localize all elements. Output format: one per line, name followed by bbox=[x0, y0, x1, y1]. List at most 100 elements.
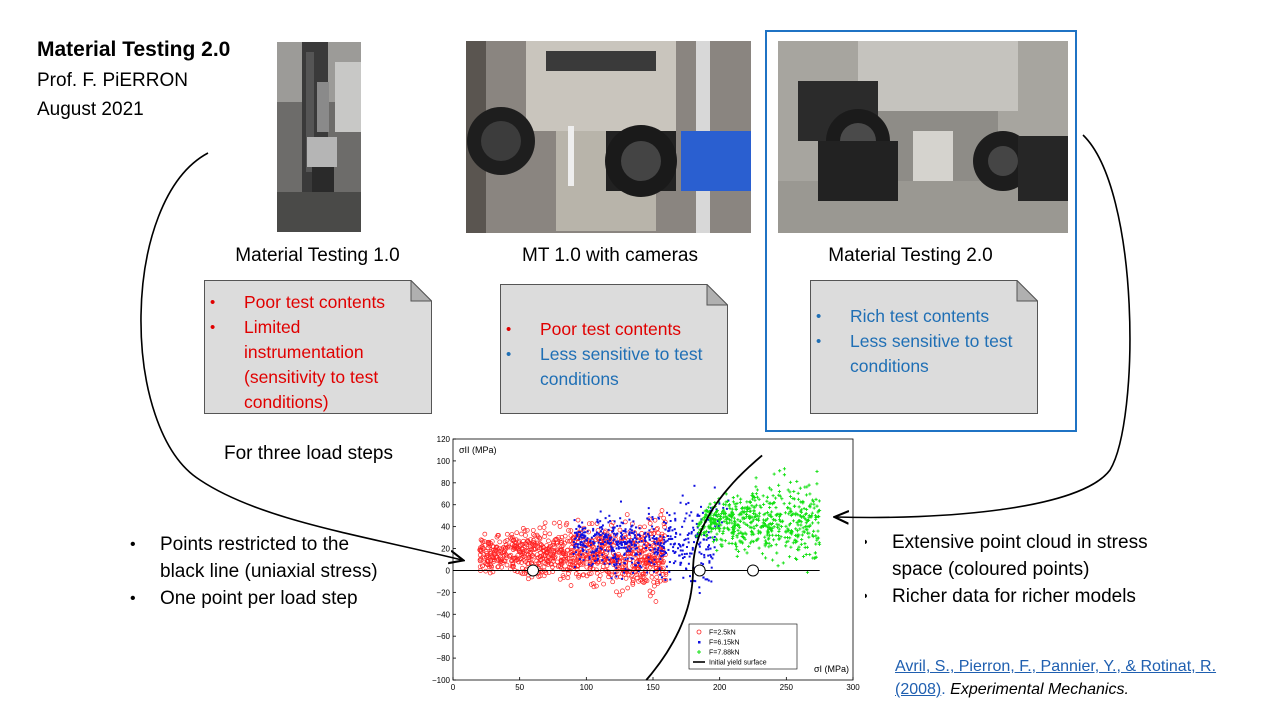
point bbox=[736, 518, 740, 522]
point bbox=[683, 555, 686, 558]
point bbox=[781, 519, 785, 523]
point bbox=[617, 554, 623, 560]
point bbox=[730, 510, 734, 514]
point bbox=[813, 514, 817, 518]
point bbox=[497, 551, 502, 557]
point bbox=[770, 533, 774, 537]
point bbox=[768, 513, 772, 517]
point bbox=[634, 553, 637, 556]
point bbox=[713, 500, 717, 505]
point bbox=[666, 511, 669, 514]
point bbox=[487, 543, 492, 549]
point bbox=[731, 532, 736, 536]
point bbox=[715, 532, 719, 536]
point bbox=[665, 565, 668, 568]
point bbox=[520, 571, 525, 577]
point bbox=[725, 526, 730, 530]
point bbox=[767, 536, 771, 540]
point bbox=[614, 555, 617, 558]
point bbox=[759, 525, 763, 529]
point bbox=[613, 549, 616, 552]
point bbox=[611, 547, 614, 550]
point bbox=[596, 531, 599, 534]
point bbox=[669, 526, 672, 529]
point bbox=[580, 541, 583, 544]
point bbox=[648, 536, 651, 539]
point bbox=[628, 540, 631, 543]
point bbox=[606, 536, 609, 539]
point bbox=[635, 552, 638, 555]
point bbox=[620, 542, 623, 545]
point bbox=[681, 494, 684, 497]
point bbox=[623, 552, 626, 555]
point bbox=[765, 510, 770, 515]
point bbox=[690, 511, 693, 514]
point bbox=[660, 576, 663, 579]
point bbox=[635, 540, 638, 543]
point bbox=[644, 578, 650, 584]
point bbox=[690, 580, 693, 583]
point bbox=[623, 562, 626, 565]
point bbox=[668, 560, 671, 563]
point bbox=[798, 527, 802, 531]
point bbox=[637, 570, 640, 573]
point bbox=[550, 552, 556, 557]
point bbox=[788, 531, 792, 535]
point bbox=[711, 557, 714, 560]
point bbox=[655, 526, 660, 531]
point bbox=[730, 521, 734, 525]
point bbox=[804, 507, 809, 512]
point bbox=[708, 560, 711, 563]
point bbox=[669, 543, 672, 546]
point bbox=[799, 542, 803, 546]
point bbox=[799, 509, 803, 513]
point bbox=[600, 526, 603, 529]
point bbox=[600, 530, 603, 533]
chart-legend: F=2.5kN F=6.15kN F=7.88kN Initial yield sur… bbox=[688, 623, 798, 670]
point bbox=[518, 549, 523, 555]
point bbox=[504, 531, 510, 537]
point bbox=[789, 545, 793, 549]
point bbox=[588, 571, 594, 576]
point bbox=[635, 538, 638, 541]
point bbox=[786, 505, 790, 510]
point bbox=[608, 563, 611, 566]
point bbox=[687, 501, 690, 504]
point bbox=[490, 557, 496, 563]
point bbox=[566, 556, 572, 562]
point bbox=[679, 549, 682, 552]
point bbox=[664, 578, 667, 581]
point bbox=[506, 543, 512, 549]
point bbox=[667, 529, 670, 532]
point bbox=[749, 525, 753, 530]
point bbox=[710, 566, 713, 569]
point bbox=[630, 578, 636, 583]
point bbox=[607, 521, 610, 524]
photo-mt-with-cameras bbox=[466, 41, 751, 233]
point bbox=[732, 530, 736, 534]
point bbox=[762, 502, 766, 507]
point bbox=[659, 531, 665, 537]
point bbox=[582, 543, 585, 546]
point bbox=[649, 549, 652, 552]
point bbox=[563, 522, 569, 528]
point bbox=[613, 520, 616, 523]
point bbox=[566, 561, 572, 567]
reference-link[interactable]: Avril, S., Pierron, F., Pannier, Y., & R… bbox=[895, 658, 1217, 698]
point bbox=[572, 552, 575, 555]
point bbox=[528, 537, 533, 542]
point bbox=[594, 567, 599, 573]
point bbox=[793, 538, 797, 542]
point bbox=[807, 531, 811, 535]
point bbox=[687, 541, 690, 544]
point bbox=[679, 545, 682, 548]
point bbox=[727, 499, 730, 502]
point bbox=[608, 542, 611, 545]
point bbox=[784, 524, 788, 528]
point bbox=[558, 564, 563, 569]
point bbox=[652, 535, 655, 538]
point bbox=[745, 509, 749, 513]
point bbox=[779, 524, 784, 529]
point bbox=[687, 562, 690, 565]
point bbox=[635, 544, 638, 547]
